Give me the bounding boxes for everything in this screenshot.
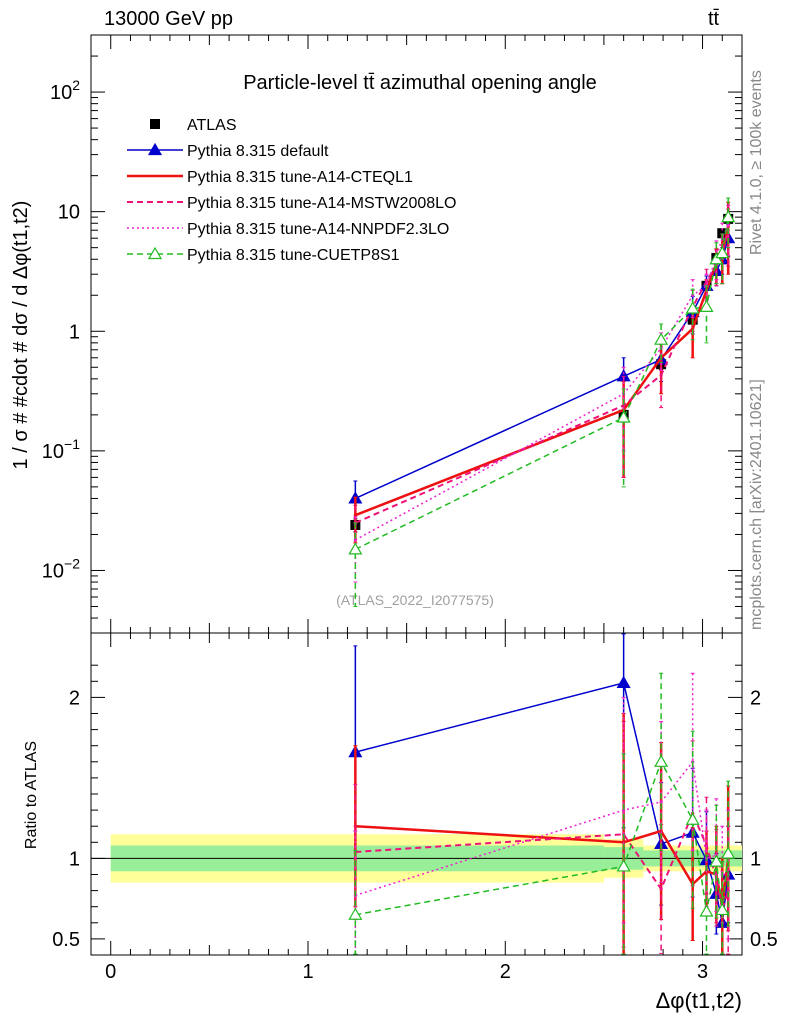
y-tick-label: 10: [58, 202, 80, 224]
series-marker: [353, 538, 357, 542]
y-tick-label: 10−2: [42, 555, 80, 582]
data-point: [717, 228, 728, 239]
main-y-axis-label: 1 / σ # #cdot # dσ / d Δφ(t1,t2): [10, 201, 32, 470]
series-marker: [715, 245, 730, 259]
x-tick-label: 0: [105, 961, 116, 983]
legend: ATLAS Pythia 8.315 default Pythia 8.315 tu…: [127, 117, 456, 264]
chart-title: Particle-level tt̄ azimuthal opening ang…: [243, 72, 597, 94]
ratio-y-tick-label: 2: [69, 687, 80, 709]
ratio-y-tick-label-right: 0.5: [750, 929, 778, 951]
series-marker: [147, 246, 163, 260]
ratio-y-tick-label: 1: [69, 848, 80, 870]
series-marker: [616, 859, 631, 872]
series-marker: [699, 299, 714, 312]
series-marker: [622, 403, 626, 407]
main-y-tick-labels: 10−2 10−1 1 10 102: [42, 77, 80, 582]
series-marker: [721, 846, 736, 859]
series-marker: [622, 808, 626, 812]
y-tick-label: 10−1: [42, 436, 80, 463]
series-marker: [353, 513, 357, 517]
series-line: [355, 237, 729, 500]
legend-label: ATLAS: [187, 117, 237, 134]
ratio-y-axis-label: Ratio to ATLAS: [23, 741, 40, 849]
y-tick-label: 1: [69, 321, 80, 343]
axis-ticks: [91, 34, 743, 955]
collision-label: 13000 GeV pp: [104, 8, 233, 30]
series-marker: [715, 902, 730, 916]
series-line: [354, 229, 730, 524]
series-marker: [685, 301, 700, 314]
series-line: [355, 759, 729, 897]
x-tick-label: 3: [697, 961, 708, 983]
series-marker: [348, 907, 363, 920]
series-pythia-8-315-tune-a14-cteql1: [353, 713, 731, 955]
series-marker: [659, 887, 663, 891]
ratio-y-tick-label-right: 1: [750, 848, 761, 870]
legend-label: Pythia 8.315 tune-A14-MSTW2008LO: [187, 195, 456, 212]
series-marker: [654, 754, 669, 767]
series-pythia-8-315-tune-a14-nnpdf2-3lo: [353, 672, 731, 955]
ratio-y-tick-label-right: 2: [750, 687, 761, 709]
series-pythia-8-315-tune-a14-nnpdf2-3lo: [353, 204, 731, 583]
series-pythia-8-315-tune-cuetp8s1: [348, 197, 736, 607]
ratio-uncertainty-bands: [91, 834, 742, 883]
series-marker: [616, 410, 631, 423]
series-marker: [699, 904, 714, 917]
y-tick-label: 102: [50, 77, 80, 104]
series-marker: [348, 542, 363, 555]
process-label: tt̄: [708, 8, 720, 30]
series-marker: [654, 332, 669, 345]
watermark: (ATLAS_2022_I2077575): [336, 592, 494, 608]
series-marker: [659, 373, 663, 377]
series-line: [355, 759, 729, 916]
series-pythia-8-315-default: [348, 224, 736, 526]
series-line: [355, 217, 729, 551]
series-marker: [147, 142, 163, 156]
series-marker: [659, 800, 663, 804]
series-marker: [709, 252, 724, 265]
legend-marker: [150, 119, 160, 129]
x-tick-label: 1: [302, 961, 313, 983]
legend-label: Pythia 8.315 tune-A14-NNPDF2.3LO: [187, 221, 449, 238]
x-tick-label: 2: [500, 961, 511, 983]
rivet-version-label: Rivet 4.1.0, ≥ 100k events: [748, 70, 765, 255]
series-atlas: [350, 213, 734, 533]
series-marker: [691, 293, 695, 297]
series-marker: [616, 675, 631, 689]
series-pythia-8-315-tune-a14-mstw2008lo: [353, 208, 731, 550]
series-pythia-8-315-tune-cuetp8s1: [348, 672, 736, 955]
series-line: [354, 226, 730, 517]
legend-label: Pythia 8.315 default: [187, 143, 329, 160]
mcplots-url-label: mcplots.cern.ch [arXiv:2401.10621]: [748, 379, 765, 630]
series-line: [355, 681, 729, 923]
series-marker: [691, 327, 695, 331]
series-marker: [709, 854, 724, 867]
series-line: [354, 224, 729, 541]
series-marker: [721, 209, 736, 223]
ratio-y-tick-label: 0.5: [52, 929, 80, 951]
series-marker: [659, 829, 663, 833]
series-pythia-8-315-tune-a14-cteql1: [353, 201, 731, 544]
legend-label: Pythia 8.315 tune-A14-CTEQL1: [187, 169, 413, 186]
legend-label: Pythia 8.315 tune-CUETP8S1: [187, 247, 400, 264]
series-marker: [685, 812, 700, 825]
ratio-frame: [90, 632, 743, 956]
x-axis-label: Δφ(t1,t2): [656, 988, 742, 1013]
